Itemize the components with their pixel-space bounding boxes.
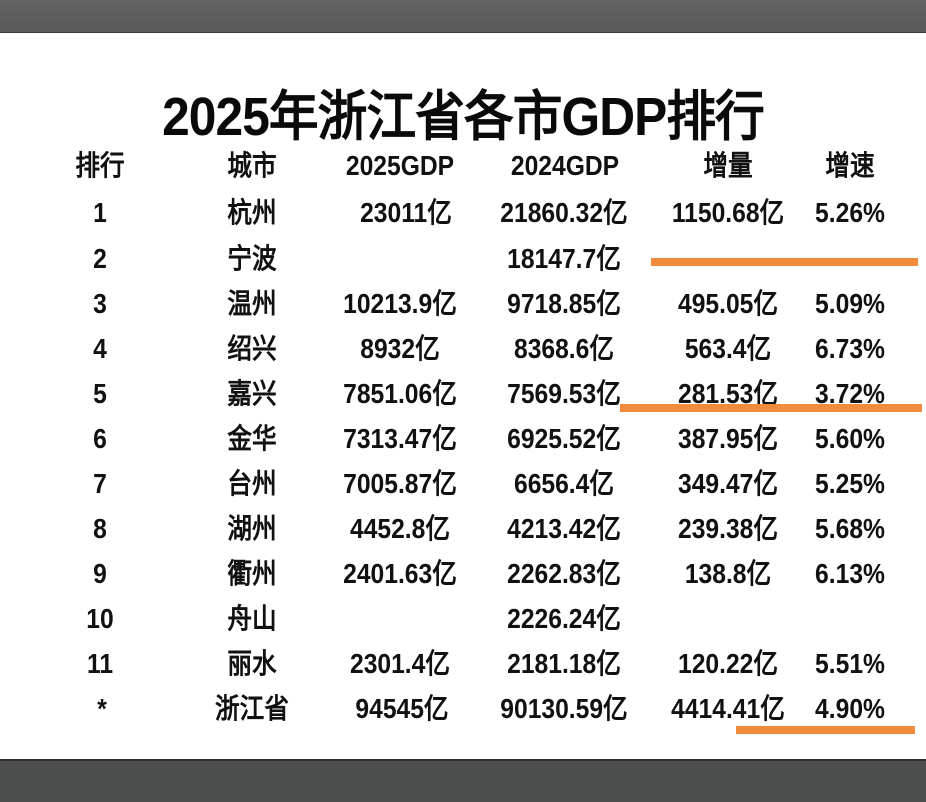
cell-city: 杭州 — [227, 197, 277, 228]
cell-gdp2025: 10213.9亿 — [343, 288, 457, 319]
cell-rank: 8 — [93, 513, 107, 544]
cell-growth: 3.72% — [815, 378, 885, 409]
header-increase: 增量 — [703, 150, 753, 181]
cell-city: 绍兴 — [227, 333, 277, 364]
cell-gdp2024: 2226.24亿 — [507, 603, 621, 634]
highlight-line-province — [736, 726, 915, 734]
cell-increase: 4414.41亿 — [671, 693, 785, 724]
cell-gdp2024: 2262.83亿 — [507, 558, 621, 589]
cell-rank: 11 — [86, 648, 114, 679]
cell-rank: * — [97, 693, 107, 724]
cell-gdp2024: 21860.32亿 — [500, 197, 628, 228]
cell-increase: 281.53亿 — [677, 378, 779, 409]
cell-rank: 4 — [93, 333, 107, 364]
cell-city: 金华 — [227, 423, 277, 454]
cell-gdp2025: 2301.4亿 — [349, 648, 451, 679]
cell-gdp2024: 2181.18亿 — [507, 648, 621, 679]
top-bar — [0, 0, 926, 33]
cell-gdp2025: 8932亿 — [360, 333, 440, 364]
page-title: 2025年浙江省各市GDP排行 — [162, 87, 765, 147]
cell-city: 浙江省 — [215, 693, 289, 724]
cell-growth: 5.60% — [815, 423, 885, 454]
cell-rank: 7 — [93, 468, 107, 499]
cell-gdp2024: 9718.85亿 — [507, 288, 621, 319]
highlight-line-jiaxing — [620, 404, 922, 412]
cell-growth: 6.73% — [815, 333, 885, 364]
header-city: 城市 — [227, 150, 277, 181]
cell-growth: 5.68% — [815, 513, 885, 544]
cell-city: 嘉兴 — [227, 378, 277, 409]
cell-gdp2025: 7313.47亿 — [343, 423, 457, 454]
cell-growth: 5.09% — [815, 288, 885, 319]
cell-gdp2025: 23011亿 — [360, 197, 452, 228]
cell-gdp2024: 8368.6亿 — [513, 333, 615, 364]
cell-increase: 349.47亿 — [677, 468, 779, 499]
cell-increase: 563.4亿 — [684, 333, 772, 364]
cell-rank: 1 — [93, 197, 107, 228]
cell-increase: 495.05亿 — [677, 288, 779, 319]
cell-increase: 120.22亿 — [677, 648, 779, 679]
cell-increase: 387.95亿 — [677, 423, 779, 454]
cell-rank: 6 — [93, 423, 107, 454]
cell-growth: 5.26% — [815, 197, 885, 228]
cell-gdp2024: 4213.42亿 — [507, 513, 621, 544]
cell-gdp2025: 4452.8亿 — [349, 513, 451, 544]
cell-rank: 5 — [93, 378, 107, 409]
header-growth: 增速 — [825, 150, 875, 181]
cell-growth: 6.13% — [815, 558, 885, 589]
cell-city: 台州 — [227, 468, 277, 499]
cell-gdp2025: 7851.06亿 — [343, 378, 457, 409]
cell-city: 温州 — [227, 288, 277, 319]
cell-rank: 10 — [86, 603, 114, 634]
highlight-line-ningbo — [651, 258, 918, 266]
cell-gdp2025: 7005.87亿 — [343, 468, 457, 499]
cell-city: 衢州 — [227, 558, 277, 589]
bottom-bar — [0, 759, 926, 802]
cell-city: 湖州 — [227, 513, 277, 544]
cell-city: 宁波 — [227, 243, 277, 274]
header-rank: 排行 — [75, 150, 125, 181]
cell-rank: 9 — [93, 558, 107, 589]
header-gdp2025: 2025GDP — [345, 150, 455, 181]
header-gdp2024: 2024GDP — [510, 150, 620, 181]
cell-growth: 4.90% — [815, 693, 885, 724]
cell-gdp2025: 2401.63亿 — [343, 558, 457, 589]
cell-city: 丽水 — [227, 648, 277, 679]
cell-rank: 3 — [93, 288, 107, 319]
cell-gdp2025: 94545亿 — [355, 693, 449, 724]
cell-gdp2024: 6925.52亿 — [507, 423, 621, 454]
cell-growth: 5.51% — [815, 648, 885, 679]
cell-increase: 1150.68亿 — [671, 197, 785, 228]
cell-gdp2024: 90130.59亿 — [500, 693, 628, 724]
cell-gdp2024: 7569.53亿 — [507, 378, 621, 409]
cell-increase: 138.8亿 — [684, 558, 772, 589]
cell-gdp2024: 6656.4亿 — [513, 468, 615, 499]
cell-gdp2024: 18147.7亿 — [507, 243, 621, 274]
cell-rank: 2 — [93, 243, 107, 274]
cell-increase: 239.38亿 — [677, 513, 779, 544]
cell-city: 舟山 — [227, 603, 277, 634]
cell-growth: 5.25% — [815, 468, 885, 499]
